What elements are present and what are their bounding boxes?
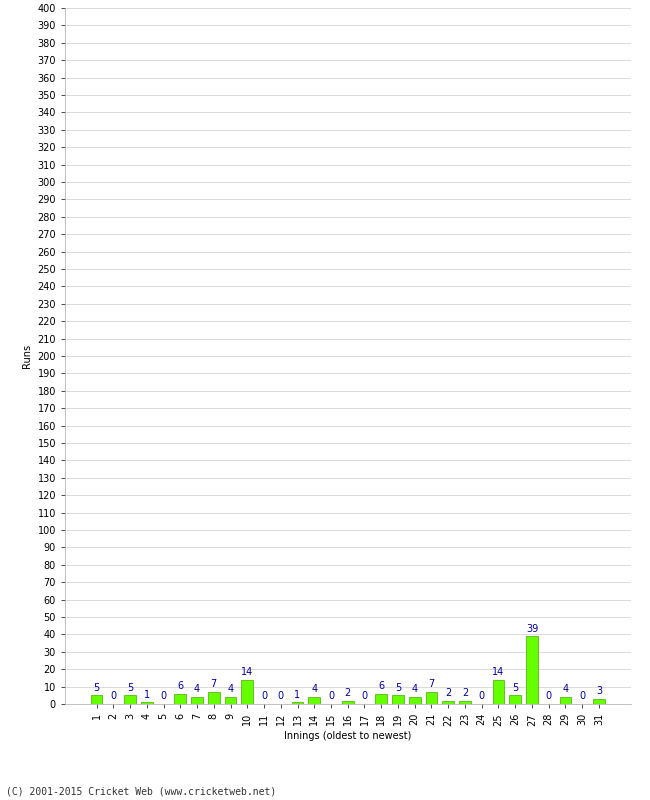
Bar xyxy=(225,697,237,704)
Bar xyxy=(392,695,404,704)
Bar xyxy=(526,636,538,704)
Bar xyxy=(124,695,136,704)
X-axis label: Innings (oldest to newest): Innings (oldest to newest) xyxy=(284,731,411,741)
Text: 3: 3 xyxy=(596,686,602,696)
Text: 39: 39 xyxy=(526,623,538,634)
Text: 0: 0 xyxy=(545,691,552,702)
Text: 1: 1 xyxy=(294,690,300,700)
Text: 0: 0 xyxy=(478,691,485,702)
Text: 0: 0 xyxy=(361,691,367,702)
Text: 2: 2 xyxy=(445,688,451,698)
Text: 0: 0 xyxy=(111,691,116,702)
Text: (C) 2001-2015 Cricket Web (www.cricketweb.net): (C) 2001-2015 Cricket Web (www.cricketwe… xyxy=(6,786,277,796)
Text: 7: 7 xyxy=(428,679,435,690)
Text: 4: 4 xyxy=(411,685,418,694)
Bar xyxy=(560,697,571,704)
Text: 14: 14 xyxy=(241,667,254,677)
Text: 5: 5 xyxy=(512,682,518,693)
Bar xyxy=(409,697,421,704)
Bar xyxy=(593,698,605,704)
Bar xyxy=(510,695,521,704)
Bar xyxy=(208,692,220,704)
Bar xyxy=(426,692,437,704)
Text: 0: 0 xyxy=(579,691,585,702)
Text: 5: 5 xyxy=(395,682,401,693)
Bar xyxy=(459,701,471,704)
Bar xyxy=(342,701,354,704)
Text: 0: 0 xyxy=(328,691,334,702)
Text: 7: 7 xyxy=(211,679,217,690)
Text: 2: 2 xyxy=(344,688,351,698)
Bar xyxy=(174,694,186,704)
Text: 4: 4 xyxy=(194,685,200,694)
Bar xyxy=(443,701,454,704)
Bar xyxy=(308,697,320,704)
Text: 5: 5 xyxy=(127,682,133,693)
Y-axis label: Runs: Runs xyxy=(22,344,32,368)
Text: 4: 4 xyxy=(227,685,233,694)
Text: 0: 0 xyxy=(278,691,284,702)
Bar xyxy=(493,680,504,704)
Bar xyxy=(376,694,387,704)
Bar xyxy=(241,680,253,704)
Text: 0: 0 xyxy=(161,691,166,702)
Bar xyxy=(292,702,304,704)
Text: 6: 6 xyxy=(378,681,384,691)
Text: 4: 4 xyxy=(311,685,317,694)
Text: 6: 6 xyxy=(177,681,183,691)
Text: 0: 0 xyxy=(261,691,267,702)
Text: 1: 1 xyxy=(144,690,150,700)
Bar xyxy=(141,702,153,704)
Bar xyxy=(191,697,203,704)
Text: 4: 4 xyxy=(562,685,569,694)
Text: 14: 14 xyxy=(492,667,504,677)
Bar xyxy=(91,695,103,704)
Text: 2: 2 xyxy=(462,688,468,698)
Text: 5: 5 xyxy=(94,682,99,693)
